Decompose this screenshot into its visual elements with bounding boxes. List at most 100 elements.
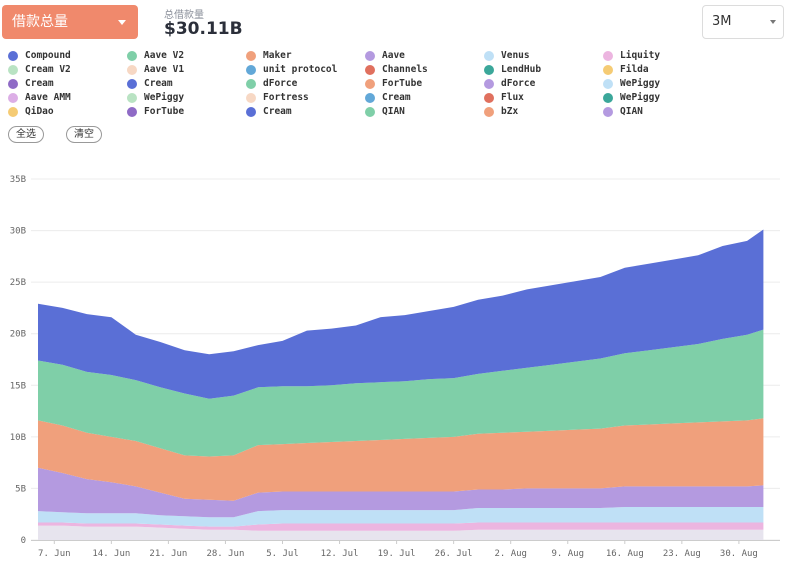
legend-swatch (603, 92, 613, 103)
legend-swatch (365, 50, 375, 61)
metric-dropdown[interactable]: 借款总量 (2, 5, 138, 39)
legend-item[interactable]: QIAN (603, 105, 722, 118)
y-tick-label: 20B (10, 330, 26, 340)
legend-item[interactable]: Venus (484, 49, 603, 62)
legend-item[interactable]: ForTube (127, 105, 246, 118)
x-tick-label: 12. Jul (321, 549, 359, 559)
legend-label: Venus (501, 50, 530, 61)
y-tick-label: 15B (10, 381, 26, 391)
legend-item[interactable]: Aave V1 (127, 63, 246, 76)
legend-swatch (246, 78, 256, 89)
legend-item[interactable]: QiDao (8, 105, 127, 118)
legend-label: Aave V2 (144, 50, 185, 61)
legend-label: QIAN (620, 106, 643, 117)
x-tick-label: 14. Jun (92, 549, 130, 559)
x-tick-label: 30. Aug (720, 549, 758, 559)
legend-item[interactable]: Cream (365, 91, 484, 104)
legend-swatch (603, 50, 613, 61)
legend-label: LendHub (501, 64, 542, 75)
select-all-button[interactable]: 全选 (8, 126, 44, 143)
legend-label: Fortress (263, 92, 309, 103)
x-tick-label: 5. Jul (266, 549, 299, 559)
legend-item[interactable]: LendHub (484, 63, 603, 76)
legend-label: dForce (501, 78, 536, 89)
legend-swatch (365, 92, 375, 103)
chevron-down-icon (118, 20, 126, 25)
legend-swatch (8, 106, 18, 117)
legend-swatch (127, 50, 137, 61)
area-series (38, 229, 764, 399)
legend-item[interactable]: WePiggy (127, 91, 246, 104)
legend-swatch (246, 64, 256, 75)
legend-label: ForTube (144, 106, 185, 117)
legend-item[interactable]: Filda (603, 63, 722, 76)
metric-dropdown-label: 借款总量 (12, 14, 68, 30)
time-range-value: 3M (712, 14, 732, 29)
legend-swatch (484, 50, 494, 61)
legend-swatch (603, 78, 613, 89)
legend-item[interactable]: unit protocol (246, 63, 365, 76)
area-series (38, 522, 764, 531)
x-tick-label: 16. Aug (606, 549, 644, 559)
x-tick-label: 26. Jul (435, 549, 473, 559)
legend-item[interactable]: dForce (246, 77, 365, 90)
legend-item[interactable]: ForTube (365, 77, 484, 90)
legend-swatch (365, 78, 375, 89)
legend-item[interactable]: Cream (127, 77, 246, 90)
legend-swatch (365, 106, 375, 117)
legend-item[interactable]: WePiggy (603, 77, 722, 90)
legend-swatch (246, 106, 256, 117)
legend-swatch (365, 64, 375, 75)
legend-item[interactable]: Aave V2 (127, 49, 246, 62)
legend-swatch (484, 78, 494, 89)
legend-item[interactable]: Compound (8, 49, 127, 62)
clear-button[interactable]: 清空 (66, 126, 102, 143)
legend-label: WePiggy (620, 78, 661, 89)
legend-label: Compound (25, 50, 71, 61)
stacked-area-chart: 0 5B 10B 15B 20B 25B 30B 35B 7. Jun 14. Jun 21. Ju… (10, 175, 780, 559)
legend-label: Aave (382, 50, 405, 61)
legend-item[interactable]: QIAN (365, 105, 484, 118)
x-tick-label: 28. Jun (206, 549, 244, 559)
legend-label: Liquity (620, 50, 661, 61)
legend-label: WePiggy (620, 92, 661, 103)
legend-item[interactable]: Cream (246, 105, 365, 118)
legend-item[interactable]: Cream (8, 77, 127, 90)
legend-item[interactable]: Channels (365, 63, 484, 76)
area-series (38, 507, 764, 527)
legend-item[interactable]: WePiggy (603, 91, 722, 104)
legend-label: Flux (501, 92, 524, 103)
chart-legend: Compound Aave V2 Maker Aave Venus Liquity Crea… (8, 49, 728, 118)
x-tick-label: 9. Aug (551, 549, 584, 559)
y-tick-label: 5B (15, 484, 26, 494)
x-tick-label: 23. Aug (663, 549, 701, 559)
legend-item[interactable]: Fortress (246, 91, 365, 104)
legend-label: Cream (144, 78, 173, 89)
legend-swatch (8, 78, 18, 89)
legend-item[interactable]: Maker (246, 49, 365, 62)
chevron-down-icon (770, 20, 776, 24)
legend-swatch (484, 64, 494, 75)
legend-item[interactable]: Aave (365, 49, 484, 62)
area-series (38, 467, 764, 518)
x-tick-label: 7. Jun (38, 549, 71, 559)
legend-item[interactable]: Flux (484, 91, 603, 104)
y-tick-label: 35B (10, 175, 26, 185)
legend-swatch (484, 92, 494, 103)
legend-label: unit protocol (263, 64, 338, 75)
legend-item[interactable]: bZx (484, 105, 603, 118)
legend-swatch (8, 50, 18, 61)
x-tick-label: 2. Aug (494, 549, 527, 559)
legend-item[interactable]: Aave AMM (8, 91, 127, 104)
legend-item[interactable]: dForce (484, 77, 603, 90)
legend-label: Maker (263, 50, 292, 61)
legend-item[interactable]: Liquity (603, 49, 722, 62)
legend-swatch (8, 64, 18, 75)
legend-item[interactable]: Cream V2 (8, 63, 127, 76)
time-range-select[interactable]: 3M (702, 5, 784, 39)
legend-swatch (127, 78, 137, 89)
y-tick-label: 0 (21, 536, 26, 546)
legend-swatch (603, 64, 613, 75)
legend-label: Aave AMM (25, 92, 71, 103)
y-tick-label: 10B (10, 433, 26, 443)
